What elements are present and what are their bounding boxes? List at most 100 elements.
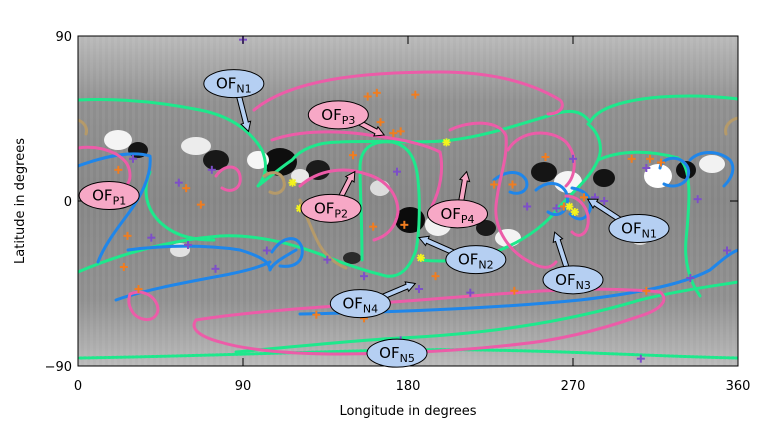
- orange-marker: [123, 231, 132, 240]
- callout-ofp1: OFP1: [78, 181, 140, 210]
- orange-marker: [389, 129, 398, 138]
- callout-bubble: [307, 100, 369, 130]
- callout-ofn5: OFN5: [366, 338, 428, 368]
- purple-marker: [686, 274, 695, 282]
- orange-marker: [196, 200, 205, 209]
- orange-marker: [182, 184, 191, 193]
- purple-marker: [129, 154, 137, 163]
- green-boundary-equator: [78, 140, 421, 278]
- blue-boundary-3: [270, 237, 304, 268]
- callout-bubble: [329, 289, 391, 319]
- callout-ofn1_a: OFN1: [203, 69, 265, 133]
- pink-boundary-north-arc: [252, 70, 564, 116]
- yellow-star-marker: [565, 202, 574, 211]
- orange-marker: [114, 165, 123, 174]
- orange-marker: [312, 310, 321, 319]
- callout-label: OFN4: [342, 295, 378, 316]
- marker-layer: [114, 36, 731, 363]
- orange-marker: [376, 118, 385, 127]
- blue-boundary-5: [298, 248, 738, 316]
- callout-label: OFP3: [321, 106, 355, 127]
- purple-marker: [262, 246, 271, 255]
- orange-marker: [369, 222, 378, 231]
- green-boundary-north: [78, 94, 738, 188]
- pink-boundary-south: [192, 287, 666, 356]
- pink-boundary-small-2: [127, 290, 160, 321]
- purple-marker: [723, 246, 731, 255]
- y-axis-title: Latitude in degrees: [13, 138, 28, 264]
- orange-marker: [363, 92, 372, 101]
- y-tick-label: 0: [64, 195, 72, 210]
- callout-ofp4: OFP4: [427, 170, 488, 229]
- callout-bubble: [608, 214, 670, 243]
- x-tick-label: 270: [561, 379, 586, 394]
- tan-boundary-1: [262, 171, 286, 195]
- callout-label: OFP2: [314, 199, 348, 220]
- callout-bubble: [445, 245, 507, 275]
- pink-boundary-p4-loop: [448, 121, 558, 269]
- y-tick-label: −90: [45, 360, 72, 375]
- orange-marker: [134, 285, 143, 293]
- purple-marker: [323, 255, 332, 264]
- orange-marker: [642, 286, 651, 295]
- pink-boundary-p2-loop: [298, 168, 400, 242]
- purple-marker: [636, 354, 645, 363]
- callout-bubble: [203, 69, 265, 99]
- blue-boundary-2: [126, 244, 298, 272]
- callout-label: OFN1: [621, 220, 657, 241]
- callout-arrow: [235, 92, 252, 133]
- green-boundary-south-arc: [234, 280, 738, 354]
- x-tick-label: 360: [726, 379, 751, 394]
- callout-bubble: [78, 181, 140, 210]
- orange-marker: [580, 193, 588, 202]
- yellow-star-marker: [288, 178, 297, 187]
- purple-marker: [693, 195, 702, 204]
- orange-marker: [541, 153, 550, 161]
- callout-label: OFN5: [379, 344, 415, 365]
- orange-marker: [646, 154, 654, 163]
- orange-marker: [508, 180, 517, 189]
- blue-boundary-10: [492, 171, 529, 195]
- orange-marker: [400, 220, 409, 229]
- blue-boundary-9: [568, 186, 592, 221]
- callout-layer: OFN1 OFP3 OFP1 OFP2 OFP4 OFN1 OFN2 OFN3 OFN4 OFN5: [78, 69, 670, 368]
- purple-marker: [393, 167, 401, 176]
- orange-marker: [349, 151, 357, 160]
- x-axis-title: Longitude in degrees: [339, 404, 476, 419]
- purple-marker: [600, 197, 609, 205]
- orange-marker: [510, 286, 519, 295]
- blue-boundary-8: [534, 182, 569, 216]
- orange-marker: [657, 158, 665, 167]
- x-tick-label: 0: [74, 379, 82, 394]
- purple-marker: [466, 288, 475, 297]
- tan-boundary-3: [78, 118, 88, 136]
- purple-marker: [552, 204, 561, 213]
- orange-marker: [372, 88, 381, 97]
- callout-label: OFN3: [555, 271, 591, 292]
- callout-bubble: [427, 199, 488, 229]
- purple-marker: [184, 241, 192, 249]
- callout-label: OFP1: [92, 187, 126, 208]
- purple-marker: [523, 202, 532, 211]
- pink-boundary-small-1: [214, 165, 242, 192]
- yellow-star-marker: [416, 253, 425, 262]
- purple-marker: [642, 164, 651, 172]
- purple-marker: [211, 264, 220, 273]
- orange-marker: [490, 180, 499, 189]
- callout-bubble: [542, 265, 604, 295]
- yellow-star-marker: [442, 138, 451, 147]
- pink-boundary-east-loop: [506, 131, 576, 188]
- callout-ofp2: OFP2: [300, 170, 362, 223]
- callout-ofp3: OFP3: [307, 100, 386, 137]
- callout-bubble: [366, 338, 428, 368]
- tan-boundary-4: [724, 116, 738, 136]
- x-tick-label: 180: [396, 379, 421, 394]
- purple-marker: [569, 154, 577, 163]
- blue-boundary-4: [114, 260, 272, 302]
- purple-marker: [415, 285, 423, 293]
- orange-marker: [119, 263, 128, 271]
- callout-label: OFP4: [440, 205, 474, 226]
- blue-boundary-1: [78, 152, 152, 264]
